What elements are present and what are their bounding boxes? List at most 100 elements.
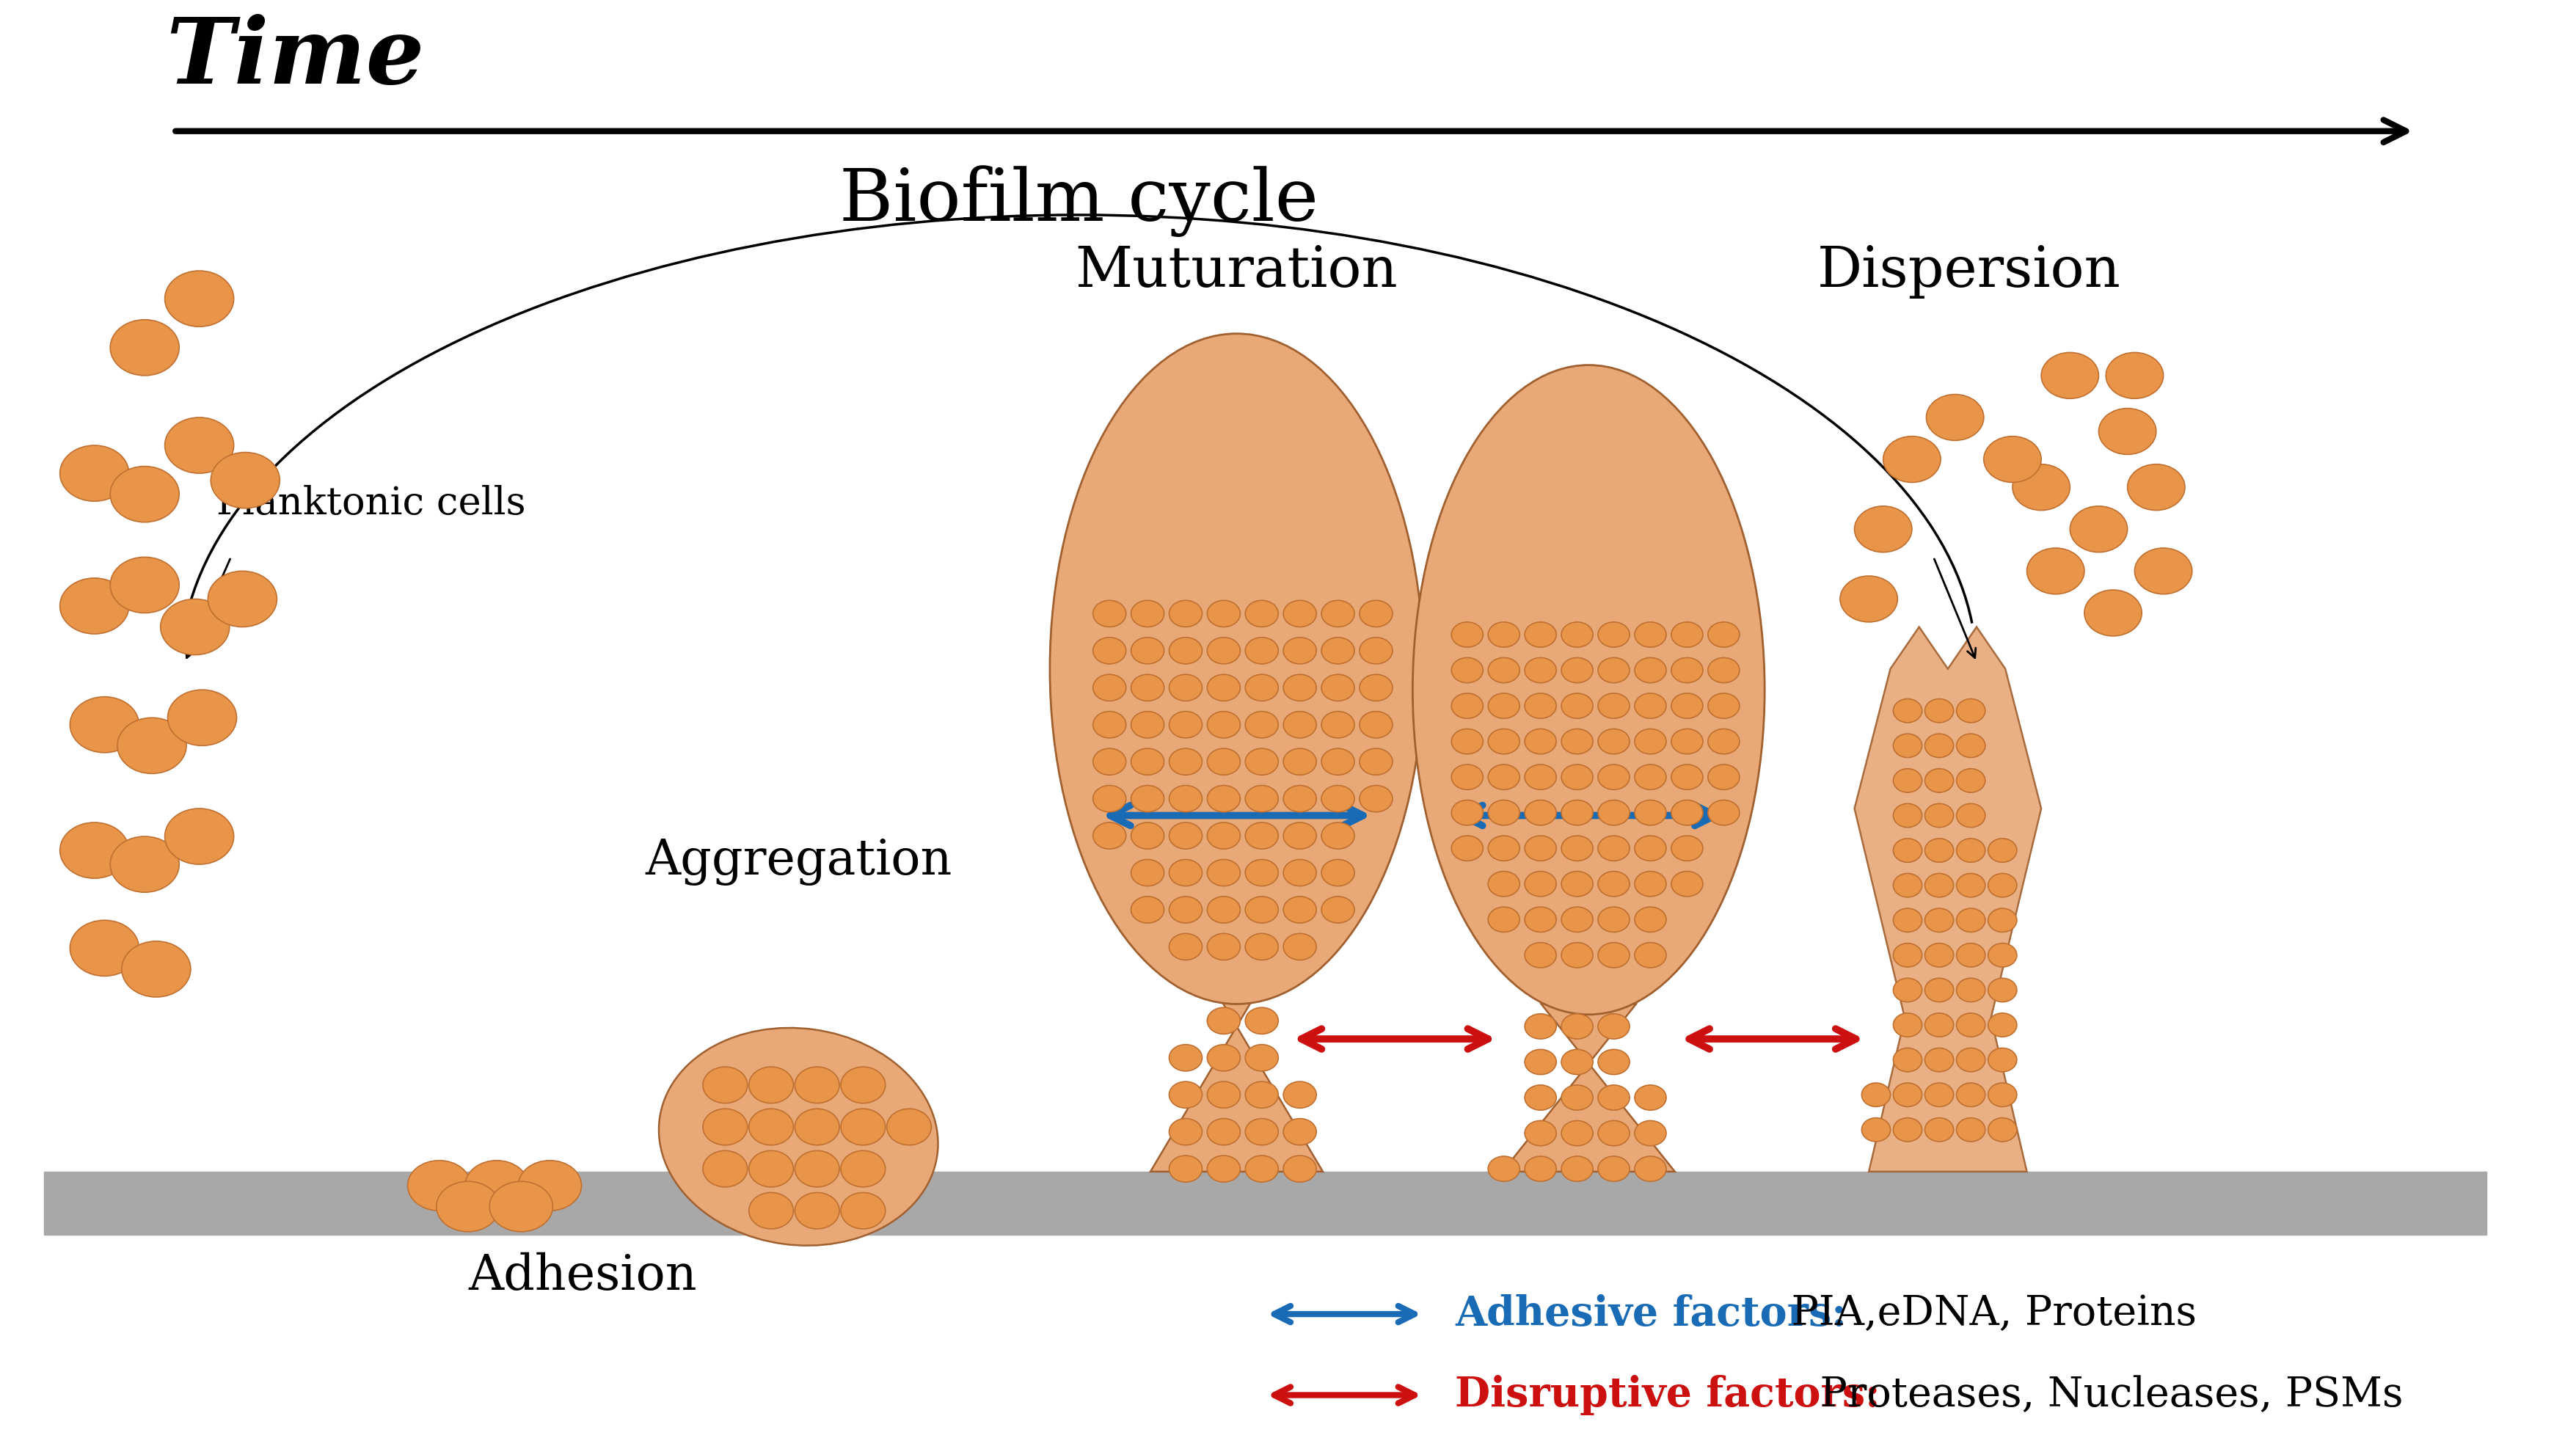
Ellipse shape [1893,873,1922,897]
Ellipse shape [793,1067,840,1103]
Ellipse shape [1708,623,1739,647]
Ellipse shape [1321,601,1355,627]
Ellipse shape [1561,800,1592,825]
Ellipse shape [1170,1044,1203,1071]
Ellipse shape [1989,873,2017,897]
Ellipse shape [840,1067,886,1103]
Ellipse shape [1597,871,1628,896]
Ellipse shape [1561,942,1592,968]
Ellipse shape [1893,943,1922,966]
Ellipse shape [1633,765,1667,789]
Ellipse shape [111,466,180,522]
Ellipse shape [59,578,129,634]
Ellipse shape [1924,909,1953,932]
Ellipse shape [1893,909,1922,932]
Ellipse shape [1893,733,1922,758]
Ellipse shape [1360,637,1391,664]
Ellipse shape [1170,1081,1203,1109]
Ellipse shape [1633,871,1667,896]
Ellipse shape [750,1109,793,1145]
Ellipse shape [1924,733,1953,758]
Ellipse shape [1597,907,1628,932]
Ellipse shape [1924,978,1953,1002]
Ellipse shape [1672,765,1703,789]
Ellipse shape [1989,838,2017,863]
Ellipse shape [1206,674,1239,700]
Ellipse shape [70,697,139,752]
Ellipse shape [1170,823,1203,848]
Text: Planktonic cells: Planktonic cells [216,485,526,522]
Ellipse shape [1360,712,1391,738]
Ellipse shape [1561,623,1592,647]
Ellipse shape [1597,1156,1628,1182]
Ellipse shape [1633,623,1667,647]
Ellipse shape [1206,896,1239,923]
Ellipse shape [1283,933,1316,961]
Ellipse shape [1924,943,1953,966]
Ellipse shape [1360,748,1391,775]
Ellipse shape [1672,800,1703,825]
Ellipse shape [1924,1117,1953,1142]
Ellipse shape [1244,601,1278,627]
Ellipse shape [1131,823,1164,848]
Ellipse shape [1244,1008,1278,1034]
Ellipse shape [1672,623,1703,647]
Ellipse shape [1924,1014,1953,1037]
Ellipse shape [1924,699,1953,723]
Ellipse shape [1955,804,1984,827]
Ellipse shape [1283,1119,1316,1145]
Ellipse shape [1206,785,1239,812]
Text: Biofilm cycle: Biofilm cycle [840,165,1319,237]
Ellipse shape [1597,765,1628,789]
Ellipse shape [1489,623,1520,647]
Ellipse shape [1860,1083,1891,1107]
Ellipse shape [1597,1120,1628,1146]
Ellipse shape [1955,978,1984,1002]
Ellipse shape [1489,1156,1520,1182]
Ellipse shape [1984,436,2040,482]
Ellipse shape [1206,748,1239,775]
Ellipse shape [1321,712,1355,738]
Ellipse shape [1561,657,1592,683]
Text: Adhesive factors:: Adhesive factors: [1455,1294,1847,1334]
Ellipse shape [1283,823,1316,848]
Ellipse shape [2133,548,2192,594]
Ellipse shape [840,1109,886,1145]
Ellipse shape [750,1067,793,1103]
Ellipse shape [165,270,234,326]
Ellipse shape [1633,1086,1667,1110]
Ellipse shape [1244,674,1278,700]
Ellipse shape [1283,712,1316,738]
Ellipse shape [518,1160,582,1211]
Ellipse shape [1708,693,1739,719]
Ellipse shape [59,446,129,502]
Ellipse shape [1170,933,1203,961]
Ellipse shape [1131,712,1164,738]
Ellipse shape [1321,748,1355,775]
Ellipse shape [1170,712,1203,738]
Ellipse shape [1708,657,1739,683]
Ellipse shape [1893,699,1922,723]
Ellipse shape [1989,1117,2017,1142]
Ellipse shape [1321,823,1355,848]
Ellipse shape [1525,657,1556,683]
Ellipse shape [1489,657,1520,683]
Ellipse shape [1955,1014,1984,1037]
Ellipse shape [1924,873,1953,897]
Ellipse shape [1092,674,1126,700]
Ellipse shape [1092,748,1126,775]
Ellipse shape [1633,800,1667,825]
Ellipse shape [121,942,191,997]
Ellipse shape [1450,800,1484,825]
Ellipse shape [1893,838,1922,863]
Ellipse shape [1283,860,1316,886]
Ellipse shape [2084,590,2141,636]
Text: Dispersion: Dispersion [1816,244,2120,299]
Ellipse shape [1131,896,1164,923]
Ellipse shape [1561,1086,1592,1110]
Ellipse shape [1525,1086,1556,1110]
Ellipse shape [1131,785,1164,812]
Ellipse shape [1955,873,1984,897]
Ellipse shape [1206,860,1239,886]
Ellipse shape [1244,933,1278,961]
